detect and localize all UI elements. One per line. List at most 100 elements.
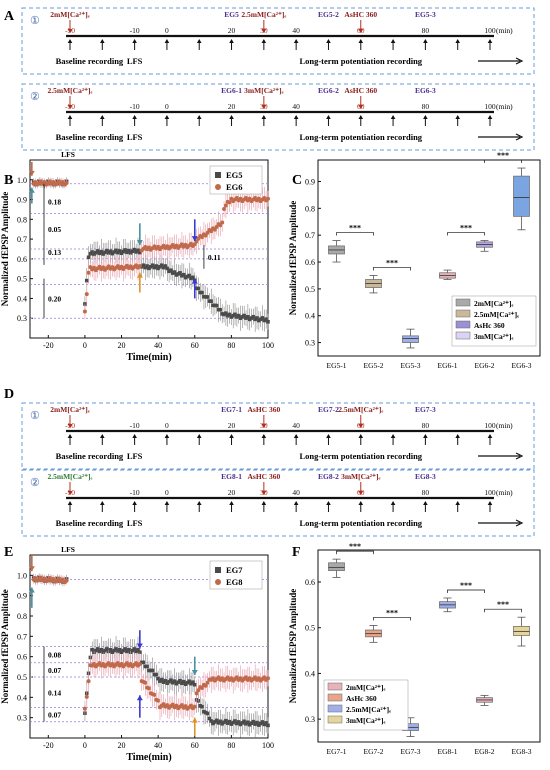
x-tick-label: -20 — [43, 741, 54, 750]
recording-arrow-head — [67, 501, 73, 505]
treatment-arrow-head — [261, 424, 267, 428]
data-point — [149, 668, 153, 673]
data-point — [242, 719, 246, 724]
legend-swatch — [327, 682, 343, 691]
legend-swatch — [327, 715, 343, 724]
legend-swatch — [455, 309, 471, 318]
y-tick-label: 0.9 — [17, 592, 27, 601]
data-point — [84, 694, 89, 699]
timeline-tick-label: -30 — [65, 488, 75, 497]
data-point — [137, 264, 142, 269]
data-point — [145, 264, 149, 268]
data-point — [125, 250, 129, 255]
treatment-arrow-head — [261, 105, 267, 109]
data-point — [112, 250, 117, 254]
data-point — [150, 263, 155, 268]
protocol-annotation: 2.5mM[Ca²⁺]ₑ — [241, 10, 286, 19]
y-tick-label: 0.8 — [17, 215, 27, 224]
legend-swatch — [327, 704, 343, 713]
data-point — [198, 290, 203, 295]
data-point — [260, 720, 265, 724]
recording-arrow-head — [487, 39, 493, 43]
timeline-tick-label: 40 — [292, 488, 300, 497]
timeline-tick-label: 40 — [292, 26, 300, 35]
data-point — [220, 722, 225, 726]
continuation-arrow-head — [515, 133, 524, 141]
data-point — [216, 307, 221, 312]
y-tick-label: 0.4 — [305, 669, 315, 678]
protocol-number: ② — [30, 477, 40, 489]
data-point — [231, 720, 236, 725]
protocol-annotation: EG5-2 — [318, 10, 339, 19]
significance-label: *** — [460, 224, 472, 233]
panel-letter-f: F — [292, 545, 301, 560]
delta-label: 0.14 — [48, 688, 61, 697]
data-point — [132, 647, 137, 651]
continuation-arrow-head — [515, 57, 524, 65]
protocol-annotation: AsHC 360 — [344, 86, 377, 95]
data-point — [266, 196, 270, 201]
data-point — [187, 679, 192, 683]
protocol-annotation: 3mM[Ca²⁺]ₑ — [341, 472, 380, 481]
category-label: EG8-2 — [475, 747, 495, 756]
data-point — [205, 711, 210, 716]
treatment-arrow-head — [67, 491, 73, 495]
legend-label: AsHc 360 — [346, 694, 377, 703]
significance-label: *** — [349, 224, 361, 233]
data-point — [95, 249, 100, 253]
legend-swatch — [455, 298, 471, 307]
data-point — [214, 718, 219, 723]
data-point — [251, 719, 256, 724]
data-point — [154, 264, 159, 268]
delta-label: 0.18 — [48, 198, 61, 207]
data-point — [139, 660, 144, 665]
event-arrow-head — [136, 695, 143, 701]
significance-bracket — [484, 159, 522, 164]
timeline-tick-label: 80 — [422, 26, 430, 35]
data-point — [167, 679, 171, 684]
x-tick-label: 40 — [154, 741, 162, 750]
continuation-arrow-head — [515, 452, 524, 460]
timeline-tick-label: 0 — [165, 26, 169, 35]
plot-frame — [317, 159, 541, 357]
phase-label-ltp: Long-term potentiation recording — [299, 56, 422, 66]
significance-label: *** — [349, 542, 361, 551]
data-point — [160, 263, 164, 268]
timeline-unit: (min) — [496, 102, 513, 111]
data-point — [103, 250, 107, 255]
recording-arrow-head — [390, 115, 396, 119]
significance-bracket — [373, 267, 411, 271]
timeline-tick-label: -30 — [65, 421, 75, 430]
data-point — [253, 722, 257, 726]
box-eg5-1 — [328, 240, 345, 263]
data-point — [211, 721, 215, 726]
y-tick-label: 1.0 — [17, 571, 27, 580]
treatment-arrow-head — [261, 491, 267, 495]
legend-marker — [215, 172, 221, 178]
data-point — [180, 273, 184, 278]
y-axis-label: Normalized fEPSP Amplitude — [0, 192, 10, 307]
data-point — [137, 661, 142, 666]
phase-label-ltp: Long-term potentiation recording — [299, 132, 422, 142]
recording-arrow-head — [358, 501, 364, 505]
data-point — [169, 678, 173, 682]
data-point — [246, 720, 250, 725]
y-tick-label: 0.5 — [17, 275, 27, 284]
data-point — [183, 682, 188, 687]
y-tick-label: 0.4 — [17, 693, 27, 702]
data-point — [247, 317, 252, 322]
protocol-annotation: AsHC 360 — [247, 405, 280, 414]
data-point — [174, 681, 179, 686]
recording-arrow-head — [229, 434, 234, 438]
legend-label: 2mM[Ca²⁺]ₑ — [474, 299, 513, 308]
event-arrow-head — [136, 240, 143, 246]
data-point — [94, 250, 98, 255]
data-point — [194, 286, 199, 291]
data-point — [147, 266, 151, 271]
protocol-number: ② — [30, 91, 40, 103]
event-arrow-head — [191, 278, 198, 284]
significance-label: *** — [497, 151, 509, 160]
phase-label-lfs: LFS — [127, 132, 143, 142]
treatment-arrow-head — [67, 29, 73, 33]
recording-arrow-head — [455, 115, 460, 119]
